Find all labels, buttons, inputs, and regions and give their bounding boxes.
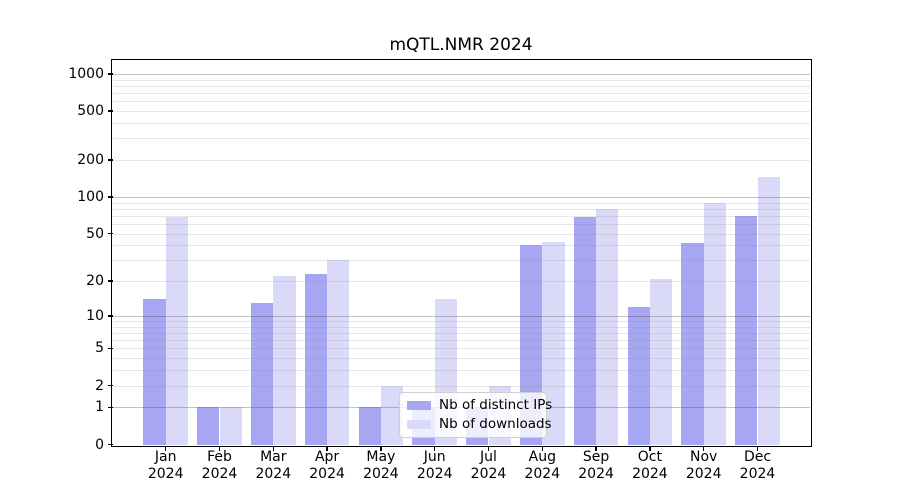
legend-swatch-distinct-ips [407,401,431,410]
x-tick-label: Jul 2024 [470,449,507,482]
x-tick-label: May 2024 [363,449,399,482]
y-tick-label: 50 [86,225,104,242]
x-tick-mark [541,446,544,451]
x-tick-mark [380,446,382,451]
x-tick-mark [487,446,490,451]
legend-swatch-downloads [407,420,431,429]
x-tick-label: Sep 2024 [578,449,614,482]
x-tick-label: Feb 2024 [201,449,238,482]
legend-item-downloads: Nb of downloads [407,417,552,432]
y-tick-label: 0 [95,436,104,453]
y-tick-label: 200 [77,152,104,169]
x-tick-mark [326,446,328,451]
x-tick-mark [164,446,167,451]
y-tick-label: 100 [77,189,104,205]
y-tick-label: 1 [95,399,104,416]
y-tick-label: 20 [86,273,104,290]
y-tick-label: 10 [86,307,104,324]
y-tick-label: 500 [77,103,104,120]
x-tick-label: Mar 2024 [255,449,292,482]
x-tick-mark [702,446,705,451]
y-tick-label: 1000 [68,66,104,83]
x-tick-label: Oct 2024 [632,449,668,482]
y-tick-label: 5 [95,340,104,357]
x-tick-label: Apr 2024 [309,449,345,482]
x-tick-mark [218,446,221,451]
x-tick-mark [433,446,436,451]
x-tick-label: Aug 2024 [524,449,561,482]
chart-title: mQTL.NMR 2024 [389,35,533,55]
plot-area [111,59,812,447]
x-tick-mark [595,446,597,451]
x-tick-label: Jan 2024 [147,449,184,482]
x-tick-mark [649,446,651,451]
y-tick-label: 2 [95,377,104,394]
legend: Nb of distinct IPs Nb of downloads [399,392,552,438]
x-tick-label: Jun 2024 [416,449,453,482]
x-tick-mark [756,446,759,451]
x-tick-label: Dec 2024 [739,449,776,482]
legend-item-distinct-ips: Nb of distinct IPs [407,398,552,413]
legend-label-downloads: Nb of downloads [439,416,552,432]
x-tick-label: Nov 2024 [685,449,722,482]
x-tick-mark [272,446,275,451]
legend-label-distinct-ips: Nb of distinct IPs [439,397,553,413]
